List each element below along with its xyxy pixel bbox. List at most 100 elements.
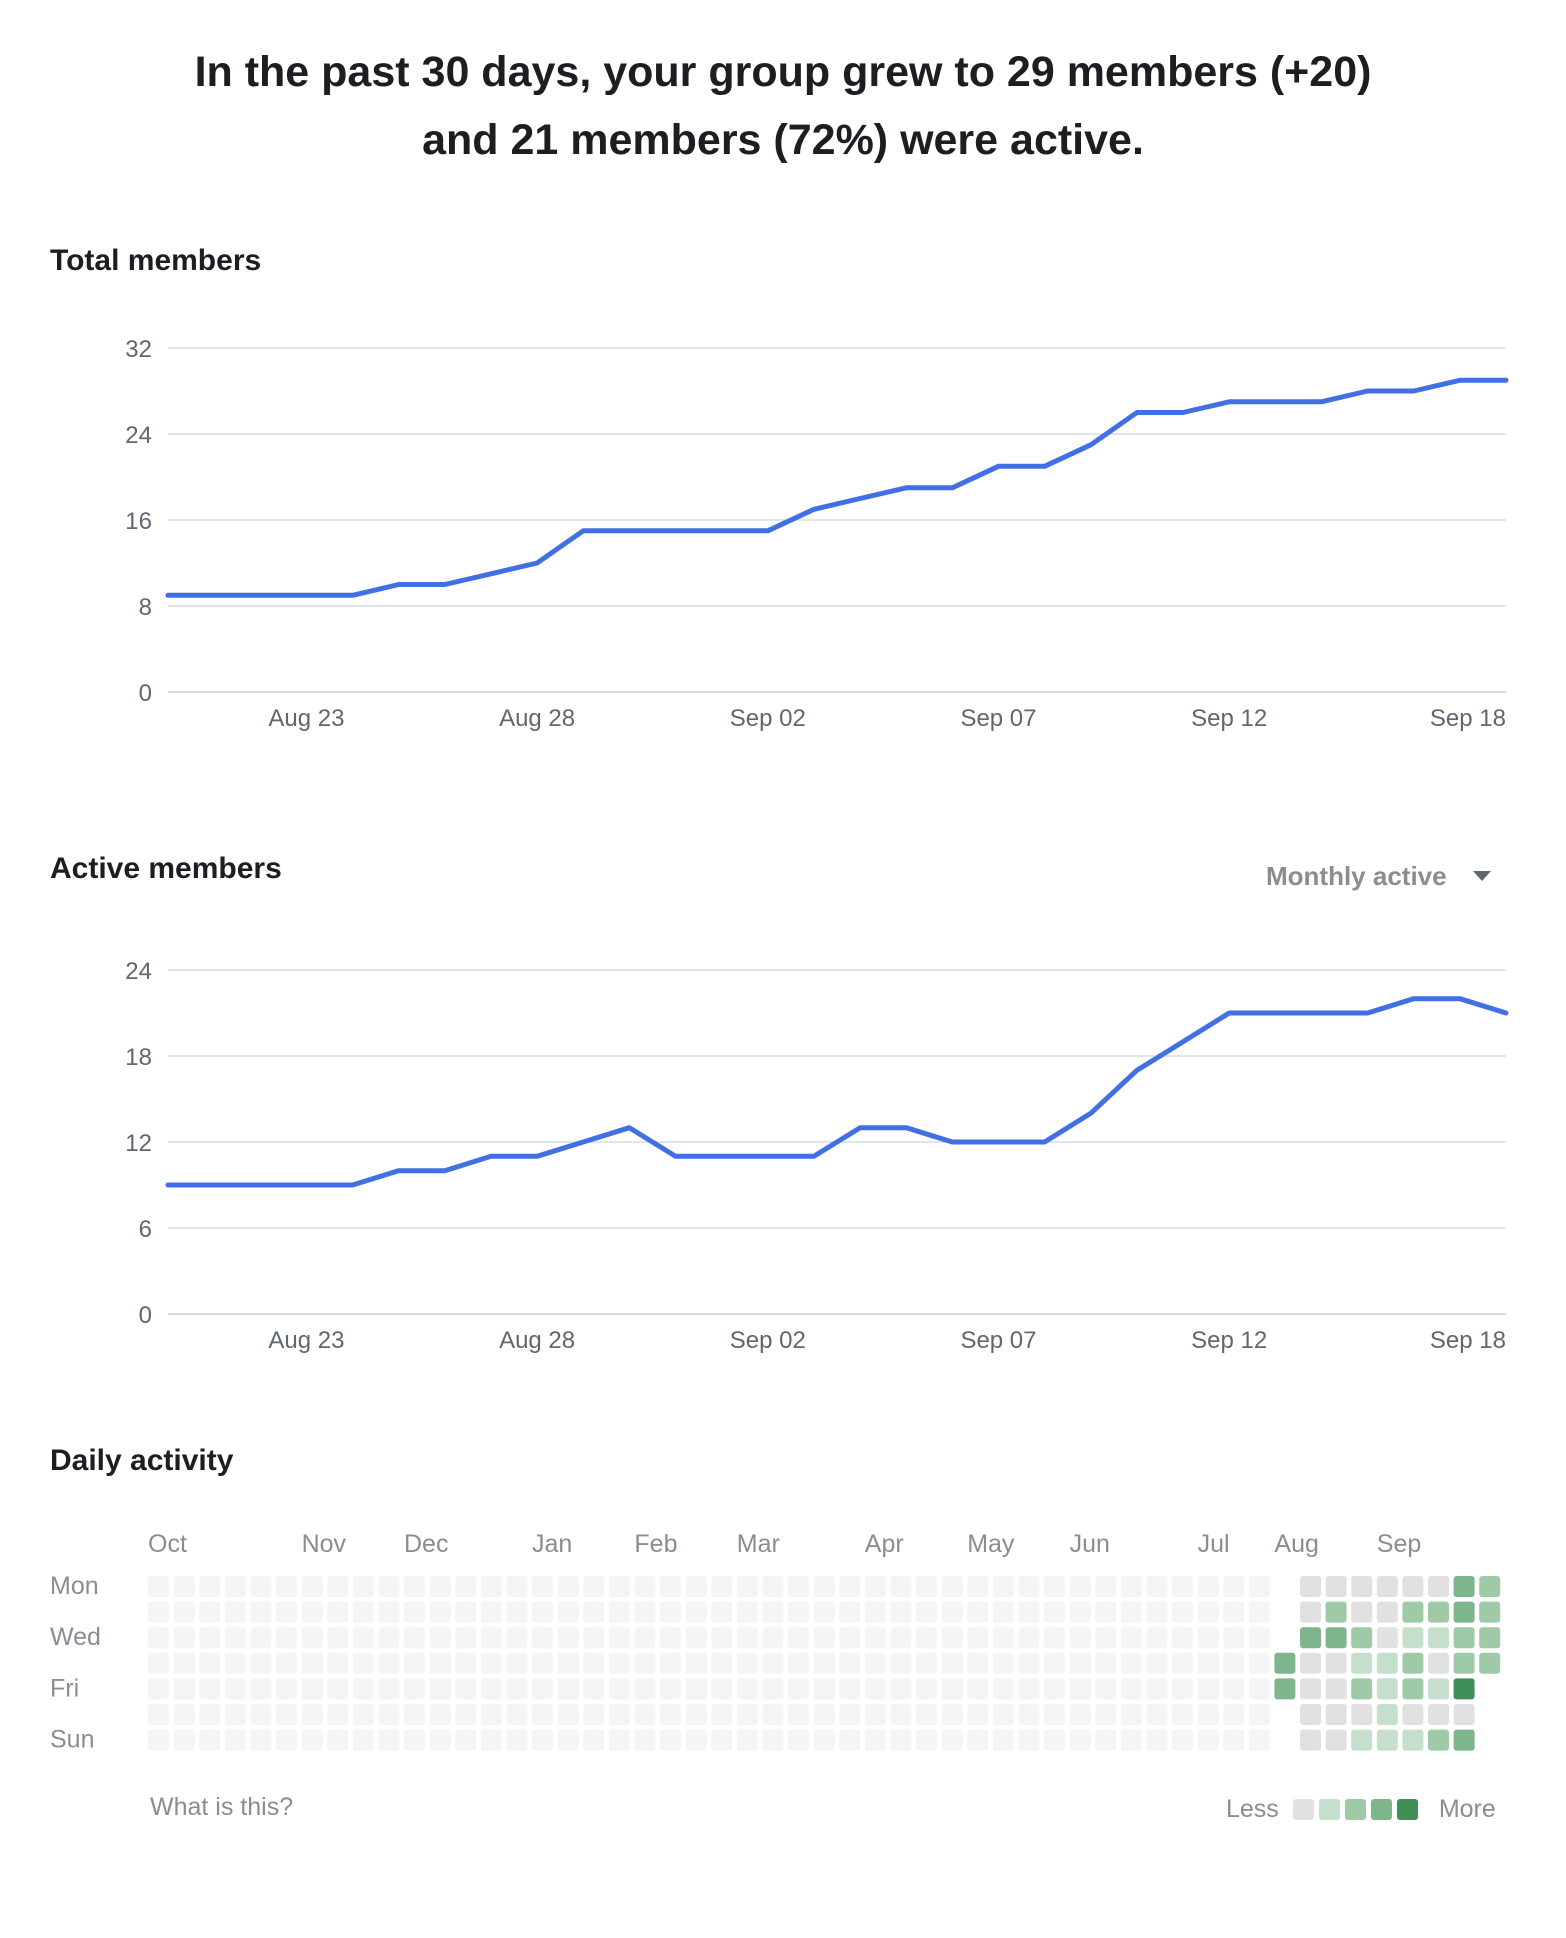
heatmap-cell[interactable] (1402, 1601, 1424, 1623)
heatmap-cell[interactable] (352, 1678, 374, 1700)
heatmap-cell[interactable] (480, 1652, 502, 1674)
heatmap-cell[interactable] (608, 1729, 630, 1751)
heatmap-cell[interactable] (762, 1627, 784, 1649)
heatmap-cell[interactable] (1044, 1678, 1065, 1700)
heatmap-cell[interactable] (429, 1576, 451, 1597)
heatmap-cell[interactable] (608, 1704, 630, 1725)
heatmap-cell[interactable] (736, 1627, 758, 1649)
heatmap-cell[interactable] (276, 1601, 297, 1623)
heatmap-cell[interactable] (506, 1627, 528, 1649)
heatmap-cell[interactable] (199, 1652, 221, 1674)
heatmap-cell[interactable] (890, 1652, 912, 1674)
heatmap-cell[interactable] (1172, 1627, 1193, 1649)
heatmap-cell[interactable] (1069, 1627, 1091, 1649)
heatmap-cell[interactable] (1018, 1601, 1040, 1623)
heatmap-cell[interactable] (634, 1652, 656, 1674)
heatmap-cell[interactable] (608, 1678, 630, 1700)
heatmap-cell[interactable] (608, 1601, 630, 1623)
heatmap-cell[interactable] (250, 1601, 272, 1623)
heatmap-cell[interactable] (1044, 1601, 1065, 1623)
heatmap-cell[interactable] (480, 1678, 502, 1700)
heatmap-cell[interactable] (788, 1627, 809, 1649)
heatmap-cell[interactable] (173, 1678, 195, 1700)
heatmap-cell[interactable] (1351, 1729, 1373, 1751)
heatmap-cell[interactable] (1248, 1652, 1270, 1674)
heatmap-cell[interactable] (301, 1678, 323, 1700)
heatmap-cell[interactable] (1274, 1678, 1296, 1700)
heatmap-cell[interactable] (429, 1729, 451, 1751)
heatmap-cell[interactable] (1453, 1576, 1475, 1597)
heatmap-cell[interactable] (660, 1601, 681, 1623)
heatmap-cell[interactable] (839, 1601, 861, 1623)
heatmap-cell[interactable] (301, 1652, 323, 1674)
heatmap-cell[interactable] (352, 1729, 374, 1751)
heatmap-cell[interactable] (173, 1601, 195, 1623)
heatmap-cell[interactable] (711, 1652, 733, 1674)
heatmap-cell[interactable] (1095, 1576, 1117, 1597)
heatmap-cell[interactable] (583, 1729, 605, 1751)
heatmap-cell[interactable] (378, 1678, 400, 1700)
heatmap-cell[interactable] (941, 1627, 963, 1649)
heatmap-cell[interactable] (736, 1704, 758, 1725)
heatmap-cell[interactable] (506, 1704, 528, 1725)
heatmap-cell[interactable] (1402, 1729, 1424, 1751)
heatmap-cell[interactable] (1376, 1704, 1398, 1725)
heatmap-cell[interactable] (839, 1652, 861, 1674)
heatmap-cell[interactable] (276, 1704, 297, 1725)
heatmap-cell[interactable] (276, 1576, 297, 1597)
heatmap-cell[interactable] (1223, 1652, 1245, 1674)
heatmap-cell[interactable] (224, 1678, 246, 1700)
heatmap-cell[interactable] (1376, 1652, 1398, 1674)
heatmap-cell[interactable] (1197, 1704, 1219, 1725)
heatmap-cell[interactable] (378, 1601, 400, 1623)
heatmap-cell[interactable] (762, 1576, 784, 1597)
heatmap-cell[interactable] (1300, 1627, 1321, 1649)
heatmap-cell[interactable] (1453, 1652, 1475, 1674)
heatmap-cell[interactable] (967, 1678, 989, 1700)
heatmap-cell[interactable] (1248, 1704, 1270, 1725)
heatmap-cell[interactable] (1428, 1576, 1449, 1597)
heatmap-cell[interactable] (1300, 1576, 1321, 1597)
heatmap-cell[interactable] (736, 1729, 758, 1751)
heatmap-cell[interactable] (557, 1601, 579, 1623)
heatmap-cell[interactable] (224, 1627, 246, 1649)
heatmap-cell[interactable] (148, 1652, 169, 1674)
heatmap-cell[interactable] (967, 1601, 989, 1623)
heatmap-cell[interactable] (1146, 1678, 1168, 1700)
heatmap-cell[interactable] (148, 1678, 169, 1700)
heatmap-cell[interactable] (992, 1678, 1014, 1700)
heatmap-cell[interactable] (1479, 1601, 1501, 1623)
heatmap-cell[interactable] (250, 1729, 272, 1751)
heatmap-cell[interactable] (1428, 1678, 1449, 1700)
heatmap-cell[interactable] (301, 1601, 323, 1623)
heatmap-cell[interactable] (532, 1729, 553, 1751)
heatmap-cell[interactable] (455, 1627, 477, 1649)
heatmap-cell[interactable] (173, 1576, 195, 1597)
heatmap-cell[interactable] (839, 1576, 861, 1597)
heatmap-cell[interactable] (250, 1576, 272, 1597)
heatmap-cell[interactable] (1428, 1652, 1449, 1674)
heatmap-cell[interactable] (1197, 1627, 1219, 1649)
heatmap-cell[interactable] (1172, 1704, 1193, 1725)
heatmap-cell[interactable] (711, 1601, 733, 1623)
heatmap-cell[interactable] (762, 1729, 784, 1751)
heatmap-cell[interactable] (404, 1729, 425, 1751)
heatmap-cell[interactable] (480, 1576, 502, 1597)
heatmap-cell[interactable] (941, 1576, 963, 1597)
heatmap-cell[interactable] (557, 1729, 579, 1751)
heatmap-cell[interactable] (404, 1576, 425, 1597)
heatmap-cell[interactable] (378, 1652, 400, 1674)
heatmap-cell[interactable] (1172, 1652, 1193, 1674)
heatmap-cell[interactable] (1197, 1678, 1219, 1700)
heatmap-cell[interactable] (1044, 1704, 1065, 1725)
heatmap-cell[interactable] (1146, 1576, 1168, 1597)
heatmap-cell[interactable] (1095, 1678, 1117, 1700)
heatmap-cell[interactable] (1095, 1601, 1117, 1623)
heatmap-cell[interactable] (1325, 1627, 1347, 1649)
heatmap-cell[interactable] (1479, 1576, 1501, 1597)
heatmap-cell[interactable] (1120, 1652, 1142, 1674)
heatmap-cell[interactable] (916, 1652, 937, 1674)
heatmap-cell[interactable] (711, 1678, 733, 1700)
heatmap-cell[interactable] (813, 1576, 835, 1597)
heatmap-cell[interactable] (1428, 1627, 1449, 1649)
